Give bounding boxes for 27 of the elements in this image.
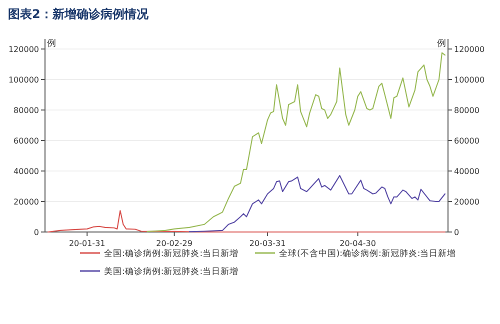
y2-tick-label: 0	[454, 228, 460, 237]
y2-axis-title: 例	[437, 38, 446, 49]
y-tick-label: 60000	[14, 136, 39, 146]
x-tick-label: 20-04-30	[340, 239, 376, 248]
y2-tick-label: 20000	[454, 198, 480, 206]
line-series	[146, 52, 446, 232]
line-series	[188, 175, 446, 232]
x-tick-label: 20-02-29	[156, 239, 192, 248]
y-tick-label: 120000	[8, 45, 39, 54]
y-tick-label: 0	[34, 228, 39, 237]
y-tick-label: 20000	[14, 198, 39, 206]
legend-label: 全国:确诊病例:新冠肺炎:当日新增	[104, 248, 239, 259]
y2-tick-label: 40000	[454, 167, 480, 176]
legend-label: 全球(不含中国):确诊病例:新冠肺炎:当日新增	[279, 248, 456, 259]
chart-title: 图表2：新增确诊病例情况	[8, 7, 150, 21]
y-tick-label: 40000	[14, 167, 39, 176]
y2-tick-label: 120000	[454, 45, 485, 54]
line-series	[47, 210, 446, 233]
x-tick-label: 20-01-31	[68, 239, 106, 248]
y-axis-title: 例	[47, 38, 56, 49]
legend-label: 美国:确诊病例:新冠肺炎:当日新增	[104, 266, 239, 277]
x-tick-label: 20-03-31	[249, 239, 286, 248]
y2-tick-label: 100000	[454, 76, 485, 84]
y-tick-label: 100000	[8, 76, 39, 84]
y2-tick-label: 60000	[454, 136, 480, 146]
y2-tick-label: 80000	[454, 106, 480, 115]
y-tick-label: 80000	[14, 106, 39, 115]
